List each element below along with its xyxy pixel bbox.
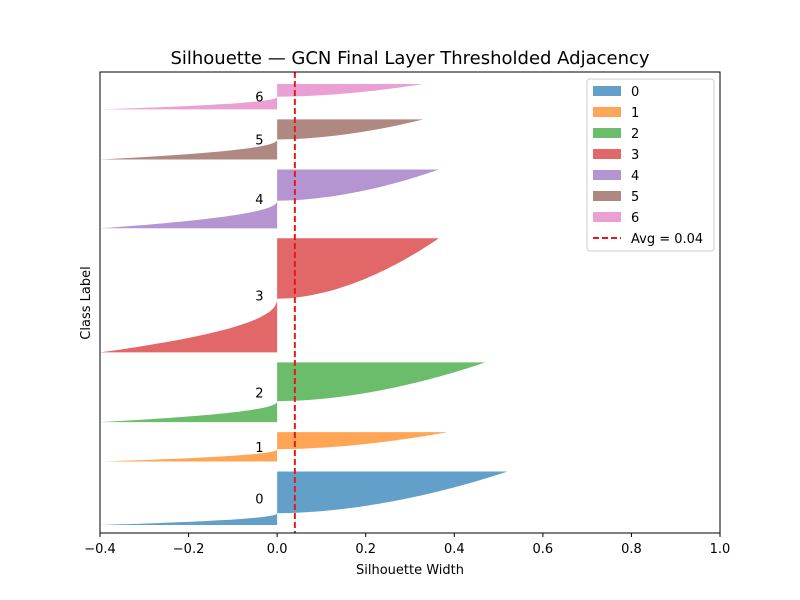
silhouette-negative-1	[100, 449, 278, 462]
legend-label-3: 3	[631, 148, 639, 163]
legend-label-1: 1	[631, 106, 639, 121]
silhouette-positive-4	[277, 169, 439, 201]
silhouette-negative-0	[100, 513, 278, 525]
x-tick-label: 0.2	[355, 542, 376, 557]
silhouette-negative-4	[100, 200, 278, 229]
legend-label-0: 0	[631, 85, 639, 100]
cluster-label-3: 3	[255, 289, 263, 304]
cluster-label-2: 2	[255, 386, 263, 401]
legend-swatch-4	[593, 170, 621, 180]
x-axis-label: Silhouette Width	[356, 563, 464, 578]
x-tick-label: −0.2	[173, 542, 205, 557]
x-tick-label: 1.0	[710, 542, 731, 557]
silhouette-positive-2	[277, 362, 486, 402]
cluster-label-4: 4	[255, 193, 263, 208]
legend-swatch-2	[593, 128, 621, 138]
silhouette-positive-5	[277, 119, 424, 140]
axes: −0.4 −0.2 0.0 0.2 0.4 0.6 0.8 1.0	[84, 71, 731, 557]
legend-swatch-0	[593, 86, 621, 96]
legend-label-4: 4	[631, 169, 639, 184]
legend-swatch-1	[593, 107, 621, 117]
silhouette-negative-3	[100, 298, 278, 353]
legend-label-6: 6	[631, 211, 639, 226]
chart-title: Silhouette — GCN Final Layer Thresholded…	[170, 48, 649, 69]
silhouette-positive-1	[277, 432, 448, 450]
x-tick-label: 0.6	[533, 542, 554, 557]
silhouette-positive-0	[277, 471, 508, 514]
legend: 0 1 2 3 4 5 6 Avg = 0.04	[586, 78, 715, 252]
plot-area: 0 1 2 3 4 5 6	[100, 72, 508, 533]
legend-swatch-3	[593, 149, 621, 159]
cluster-label-5: 5	[255, 134, 263, 149]
legend-swatch-5	[593, 191, 621, 201]
x-tick-label: 0.4	[444, 542, 465, 557]
x-tick-label: 0.8	[621, 542, 642, 557]
axes-frame	[99, 71, 721, 534]
legend-swatch-6	[593, 212, 621, 222]
legend-box	[586, 78, 715, 252]
silhouette-positive-6	[277, 84, 424, 97]
y-axis-label: Class Label	[79, 266, 94, 339]
legend-label-2: 2	[631, 127, 639, 142]
x-tick-label: 0.0	[267, 542, 288, 557]
cluster-label-0: 0	[255, 492, 263, 507]
legend-label-5: 5	[631, 190, 639, 205]
silhouette-negative-2	[100, 401, 278, 423]
silhouette-positive-3	[277, 238, 439, 299]
silhouette-negative-5	[100, 139, 278, 160]
silhouette-negative-6	[100, 96, 278, 110]
x-tick-label: −0.4	[84, 542, 116, 557]
cluster-label-1: 1	[255, 441, 263, 456]
legend-average-label: Avg = 0.04	[631, 232, 703, 247]
cluster-label-6: 6	[255, 91, 263, 106]
